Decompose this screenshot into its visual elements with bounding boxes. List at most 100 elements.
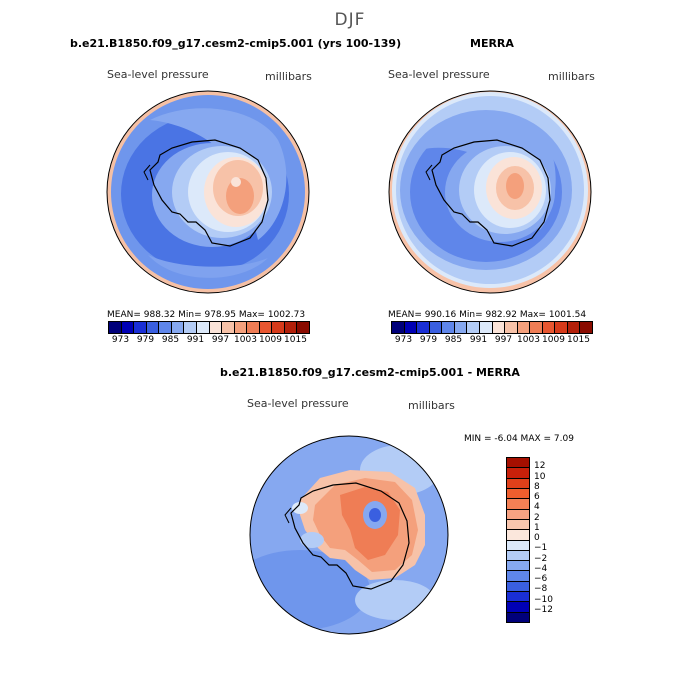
diff-stats: MIN = -6.04 MAX = 7.09 [464,434,574,444]
colorbar-swatch [517,322,531,333]
obs-units-label: millibars [548,70,595,83]
colorbar-swatch [454,322,468,333]
colorbar-swatch [109,322,122,333]
colorbar-swatch [404,322,418,333]
colorbar-swatch [247,322,260,333]
colorbar-tick-label: −2 [534,553,548,564]
colorbar-tick-label: 985 [161,335,180,345]
colorbar-tick-label: 8 [534,481,540,492]
colorbar-swatch [272,322,285,333]
colorbar-tick-label: 1003 [517,335,540,345]
colorbar-swatch [467,322,480,333]
colorbar-swatch [209,322,223,333]
colorbar-swatch [505,322,518,333]
diff-colorbar-ticks: 12 10 8 6 4 2 1 0 −1 −2 −4 −6 −8 −10 −12 [534,457,564,621]
diff-units-label: millibars [408,399,455,412]
colorbar-tick-label: 973 [394,335,413,345]
colorbar-tick-label: 1009 [542,335,565,345]
colorbar-swatch [417,322,430,333]
colorbar-swatch [507,499,529,510]
colorbar-tick-label: 985 [444,335,463,345]
colorbar-tick-label: 4 [534,502,540,513]
colorbar-tick-label: 1015 [567,335,590,345]
colorbar-tick-label: −4 [534,563,548,574]
colorbar-swatch [507,571,529,582]
colorbar-swatch [392,322,405,333]
colorbar-tick-label: −8 [534,584,548,595]
colorbar-swatch [429,322,443,333]
model-stats: MEAN= 988.32 Min= 978.95 Max= 1002.73 [107,310,306,320]
diff-panel-title: b.e21.B1850.f09_g17.cesm2-cmip5.001 - ME… [220,366,520,379]
colorbar-swatch [507,581,529,593]
colorbar-swatch [542,322,556,333]
colorbar-tick-label: 1 [534,522,540,533]
obs-colorbar [391,321,593,334]
colorbar-swatch [134,322,147,333]
colorbar-swatch [196,322,210,333]
colorbar-swatch [184,322,197,333]
colorbar-swatch [507,530,529,541]
colorbar-swatch [507,592,529,603]
colorbar-swatch [507,519,529,531]
colorbar-swatch [442,322,455,333]
colorbar-swatch [580,322,592,333]
model-variable-label: Sea-level pressure [107,68,209,81]
colorbar-tick-label: 991 [469,335,488,345]
colorbar-tick-label: −6 [534,574,548,584]
model-colorbar [108,321,310,334]
colorbar-swatch [234,322,248,333]
season-title: DJF [334,10,366,30]
colorbar-tick-label: 973 [111,335,130,345]
colorbar-swatch [507,540,529,551]
colorbar-tick-label: 979 [136,335,155,345]
colorbar-swatch [492,322,506,333]
diff-variable-label: Sea-level pressure [247,397,349,410]
colorbar-tick-label: −12 [534,604,553,615]
colorbar-swatch [567,322,581,333]
colorbar-swatch [284,322,298,333]
colorbar-tick-label: 1015 [284,335,307,345]
model-colorbar-ticks: 973 979 985 991 997 1003 1009 1015 [108,335,308,347]
colorbar-tick-label: 997 [494,335,513,345]
model-panel-title: b.e21.B1850.f09_g17.cesm2-cmip5.001 (yrs… [70,37,402,50]
colorbar-tick-label: 2 [534,512,540,523]
colorbar-swatch [507,602,529,613]
colorbar-swatch [507,550,529,562]
colorbar-swatch [507,509,529,520]
colorbar-swatch [530,322,543,333]
colorbar-swatch [222,322,235,333]
colorbar-tick-label: 10 [534,471,546,482]
colorbar-swatch [507,468,529,479]
colorbar-tick-label: 12 [534,461,546,472]
colorbar-swatch [555,322,568,333]
colorbar-swatch [159,322,172,333]
colorbar-tick-label: 6 [534,492,540,502]
colorbar-tick-label: −1 [534,543,548,554]
obs-colorbar-ticks: 973 979 985 991 997 1003 1009 1015 [391,335,591,347]
colorbar-tick-label: 979 [419,335,438,345]
colorbar-swatch [297,322,309,333]
colorbar-swatch [507,561,529,572]
colorbar-swatch [507,612,529,622]
colorbar-swatch [259,322,273,333]
colorbar-tick-label: −10 [534,594,553,605]
colorbar-swatch [507,488,529,500]
diff-colorbar [506,457,530,623]
colorbar-swatch [121,322,135,333]
colorbar-swatch [171,322,185,333]
colorbar-tick-label: 991 [186,335,205,345]
colorbar-tick-label: 1009 [259,335,282,345]
colorbar-swatch [146,322,160,333]
obs-variable-label: Sea-level pressure [388,68,490,81]
colorbar-swatch [507,458,529,469]
colorbar-tick-label: 0 [534,533,540,543]
colorbar-swatch [479,322,493,333]
colorbar-tick-label: 1003 [234,335,257,345]
obs-stats: MEAN= 990.16 Min= 982.92 Max= 1001.54 [388,310,587,320]
colorbar-tick-label: 997 [211,335,230,345]
colorbar-swatch [507,478,529,489]
model-units-label: millibars [265,70,312,83]
